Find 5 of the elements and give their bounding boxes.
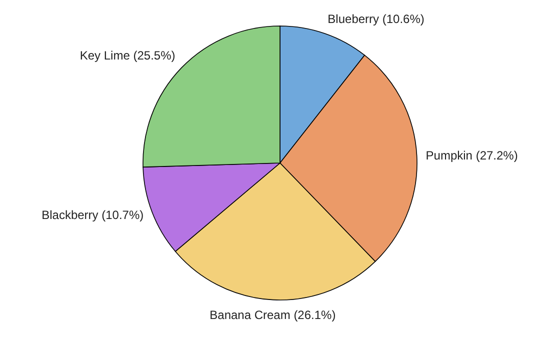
slice-label: Blueberry (10.6%) <box>328 12 424 26</box>
slice-label: Pumpkin (27.2%) <box>426 148 518 162</box>
slice-label: Banana Cream (26.1%) <box>210 308 336 322</box>
slice-label: Key Lime (25.5%) <box>80 48 176 62</box>
slice-label: Blackberry (10.7%) <box>42 208 144 222</box>
